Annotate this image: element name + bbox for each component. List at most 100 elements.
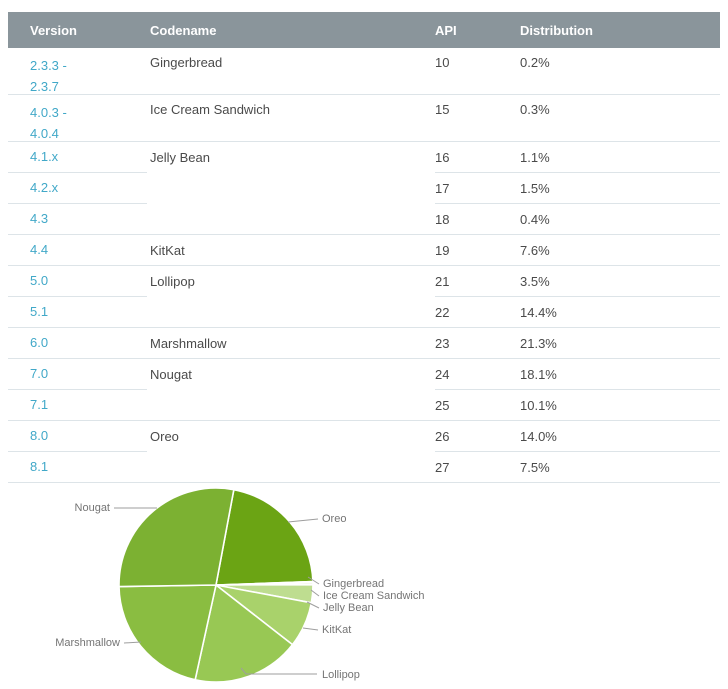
distribution-cell: 18.1% [520, 366, 557, 382]
header-codename: Codename [150, 22, 217, 38]
version-link[interactable]: 4.0.3 - [30, 105, 67, 120]
version-link[interactable]: 5.1 [30, 304, 49, 319]
table-row-6-0: 6.0 Marshmallow 23 21.3% [8, 327, 720, 358]
distribution-cell: 1.1% [520, 149, 550, 165]
codename-cell: Jelly Bean [150, 149, 210, 165]
version-cell: 4.0.3 - 4.0.4 [8, 95, 150, 144]
version-cell: 7.0 [8, 364, 150, 384]
version-link[interactable]: 7.1 [30, 397, 49, 412]
version-link[interactable]: 8.0 [30, 428, 49, 443]
distribution-cell: 7.6% [520, 242, 550, 258]
distribution-cell: 1.5% [520, 180, 550, 196]
distribution-cell: 7.5% [520, 459, 550, 475]
slice-label-kitkat: KitKat [322, 624, 351, 636]
api-cell: 24 [435, 366, 450, 382]
api-cell: 22 [435, 304, 450, 320]
pie-slice-lollipop[interactable] [194, 584, 294, 683]
leader-line-jelly-bean [306, 601, 320, 609]
version-link[interactable]: 4.1.x [30, 149, 59, 164]
slice-label-nougat: Nougat [75, 502, 110, 514]
version-cell: 4.3 [8, 209, 150, 229]
distribution-cell: 3.5% [520, 273, 550, 289]
table-row-8-0: 8.0 Oreo 26 14.0% [8, 420, 720, 451]
table-row-2-3-3-2-3-7: 2.3.3 - 2.3.7 Gingerbread 10 0.2% [8, 48, 720, 94]
header-distribution: Distribution [520, 22, 593, 38]
header-api: API [435, 22, 457, 38]
codename-cell: Lollipop [150, 273, 195, 289]
api-cell: 17 [435, 180, 450, 196]
slice-label-gingerbread: Gingerbread [323, 578, 384, 590]
pie-slice-nougat[interactable] [118, 487, 235, 588]
leader-line-gingerbread [307, 576, 320, 585]
codename-cell: Ice Cream Sandwich [150, 102, 270, 117]
version-link[interactable]: 8.1 [30, 459, 49, 474]
table-row-7-1: 7.1 25 10.1% [8, 389, 720, 420]
version-cell: 4.1.x [8, 147, 150, 167]
leader-line-lollipop [240, 667, 317, 675]
api-cell: 25 [435, 397, 450, 413]
table-row-4-1-x: 4.1.x Jelly Bean 16 1.1% [8, 141, 720, 172]
version-link[interactable]: 4.0.4 [30, 126, 59, 141]
table-row-4-2-x: 4.2.x 17 1.5% [8, 172, 720, 203]
api-cell: 10 [435, 55, 450, 70]
version-cell: 5.0 [8, 271, 150, 291]
leader-line-kitkat [302, 627, 319, 631]
table-header-row: Version Codename API Distribution [8, 12, 720, 48]
codename-cell: KitKat [150, 242, 185, 258]
version-cell: 4.4 [8, 240, 150, 260]
version-cell: 2.3.3 - 2.3.7 [8, 48, 150, 97]
version-link[interactable]: 7.0 [30, 366, 49, 381]
distribution-cell: 0.3% [520, 102, 550, 117]
codename-cell: Oreo [150, 428, 179, 444]
version-link[interactable]: 4.3 [30, 211, 49, 226]
distribution-cell: 0.4% [520, 211, 550, 227]
leader-line-marshmallow [123, 641, 142, 644]
distribution-cell: 14.4% [520, 304, 557, 320]
header-version: Version [30, 22, 77, 38]
table-row-8-1: 8.1 27 7.5% [8, 451, 720, 483]
version-cell: 6.0 [8, 333, 150, 353]
version-table: Version Codename API Distribution 2.3.3 … [8, 12, 720, 483]
table-row-4-4: 4.4 KitKat 19 7.6% [8, 234, 720, 265]
slice-label-marshmallow: Marshmallow [55, 637, 120, 649]
pie-slice-marshmallow[interactable] [118, 584, 217, 681]
version-link[interactable]: 5.0 [30, 273, 49, 288]
version-table-body: 2.3.3 -2.3.7 Gingerbread 10 0.2% 4.0.3 -4.0.… [8, 48, 720, 483]
distribution-cell: 0.2% [520, 55, 550, 70]
leader-line-ice-cream-sandwich [310, 589, 320, 597]
version-link[interactable]: 4.2.x [30, 180, 59, 195]
version-cell: 7.1 [8, 395, 150, 415]
version-link[interactable]: 6.0 [30, 335, 49, 350]
version-cell: 8.0 [8, 426, 150, 446]
version-cell: 8.1 [8, 457, 150, 477]
api-cell: 16 [435, 149, 450, 165]
api-cell: 23 [435, 335, 450, 351]
leader-line-oreo [287, 518, 319, 523]
slice-label-lollipop: Lollipop [322, 669, 360, 681]
version-link[interactable]: 4.4 [30, 242, 49, 257]
api-cell: 18 [435, 211, 450, 227]
api-cell: 19 [435, 242, 450, 258]
codename-cell: Marshmallow [150, 335, 227, 351]
distribution-cell: 21.3% [520, 335, 557, 351]
table-row-5-0: 5.0 Lollipop 21 3.5% [8, 265, 720, 296]
codename-cell: Nougat [150, 366, 192, 382]
table-row-4-0-3-4-0-4: 4.0.3 - 4.0.4 Ice Cream Sandwich 15 0.3% [8, 94, 720, 141]
table-row-7-0: 7.0 Nougat 24 18.1% [8, 358, 720, 389]
distribution-cell: 10.1% [520, 397, 557, 413]
slice-label-ice-cream-sandwich: Ice Cream Sandwich [323, 590, 425, 602]
table-row-4-3: 4.3 18 0.4% [8, 203, 720, 234]
version-link[interactable]: 2.3.3 - [30, 58, 67, 73]
api-cell: 26 [435, 428, 450, 444]
api-cell: 27 [435, 459, 450, 475]
version-cell: 4.2.x [8, 178, 150, 198]
table-row-5-1: 5.1 22 14.4% [8, 296, 720, 327]
version-link[interactable]: 2.3.7 [30, 79, 59, 94]
api-cell: 15 [435, 102, 450, 117]
distribution-cell: 14.0% [520, 428, 557, 444]
slice-label-jelly-bean: Jelly Bean [323, 602, 374, 614]
slice-label-oreo: Oreo [322, 513, 346, 525]
api-cell: 21 [435, 273, 450, 289]
